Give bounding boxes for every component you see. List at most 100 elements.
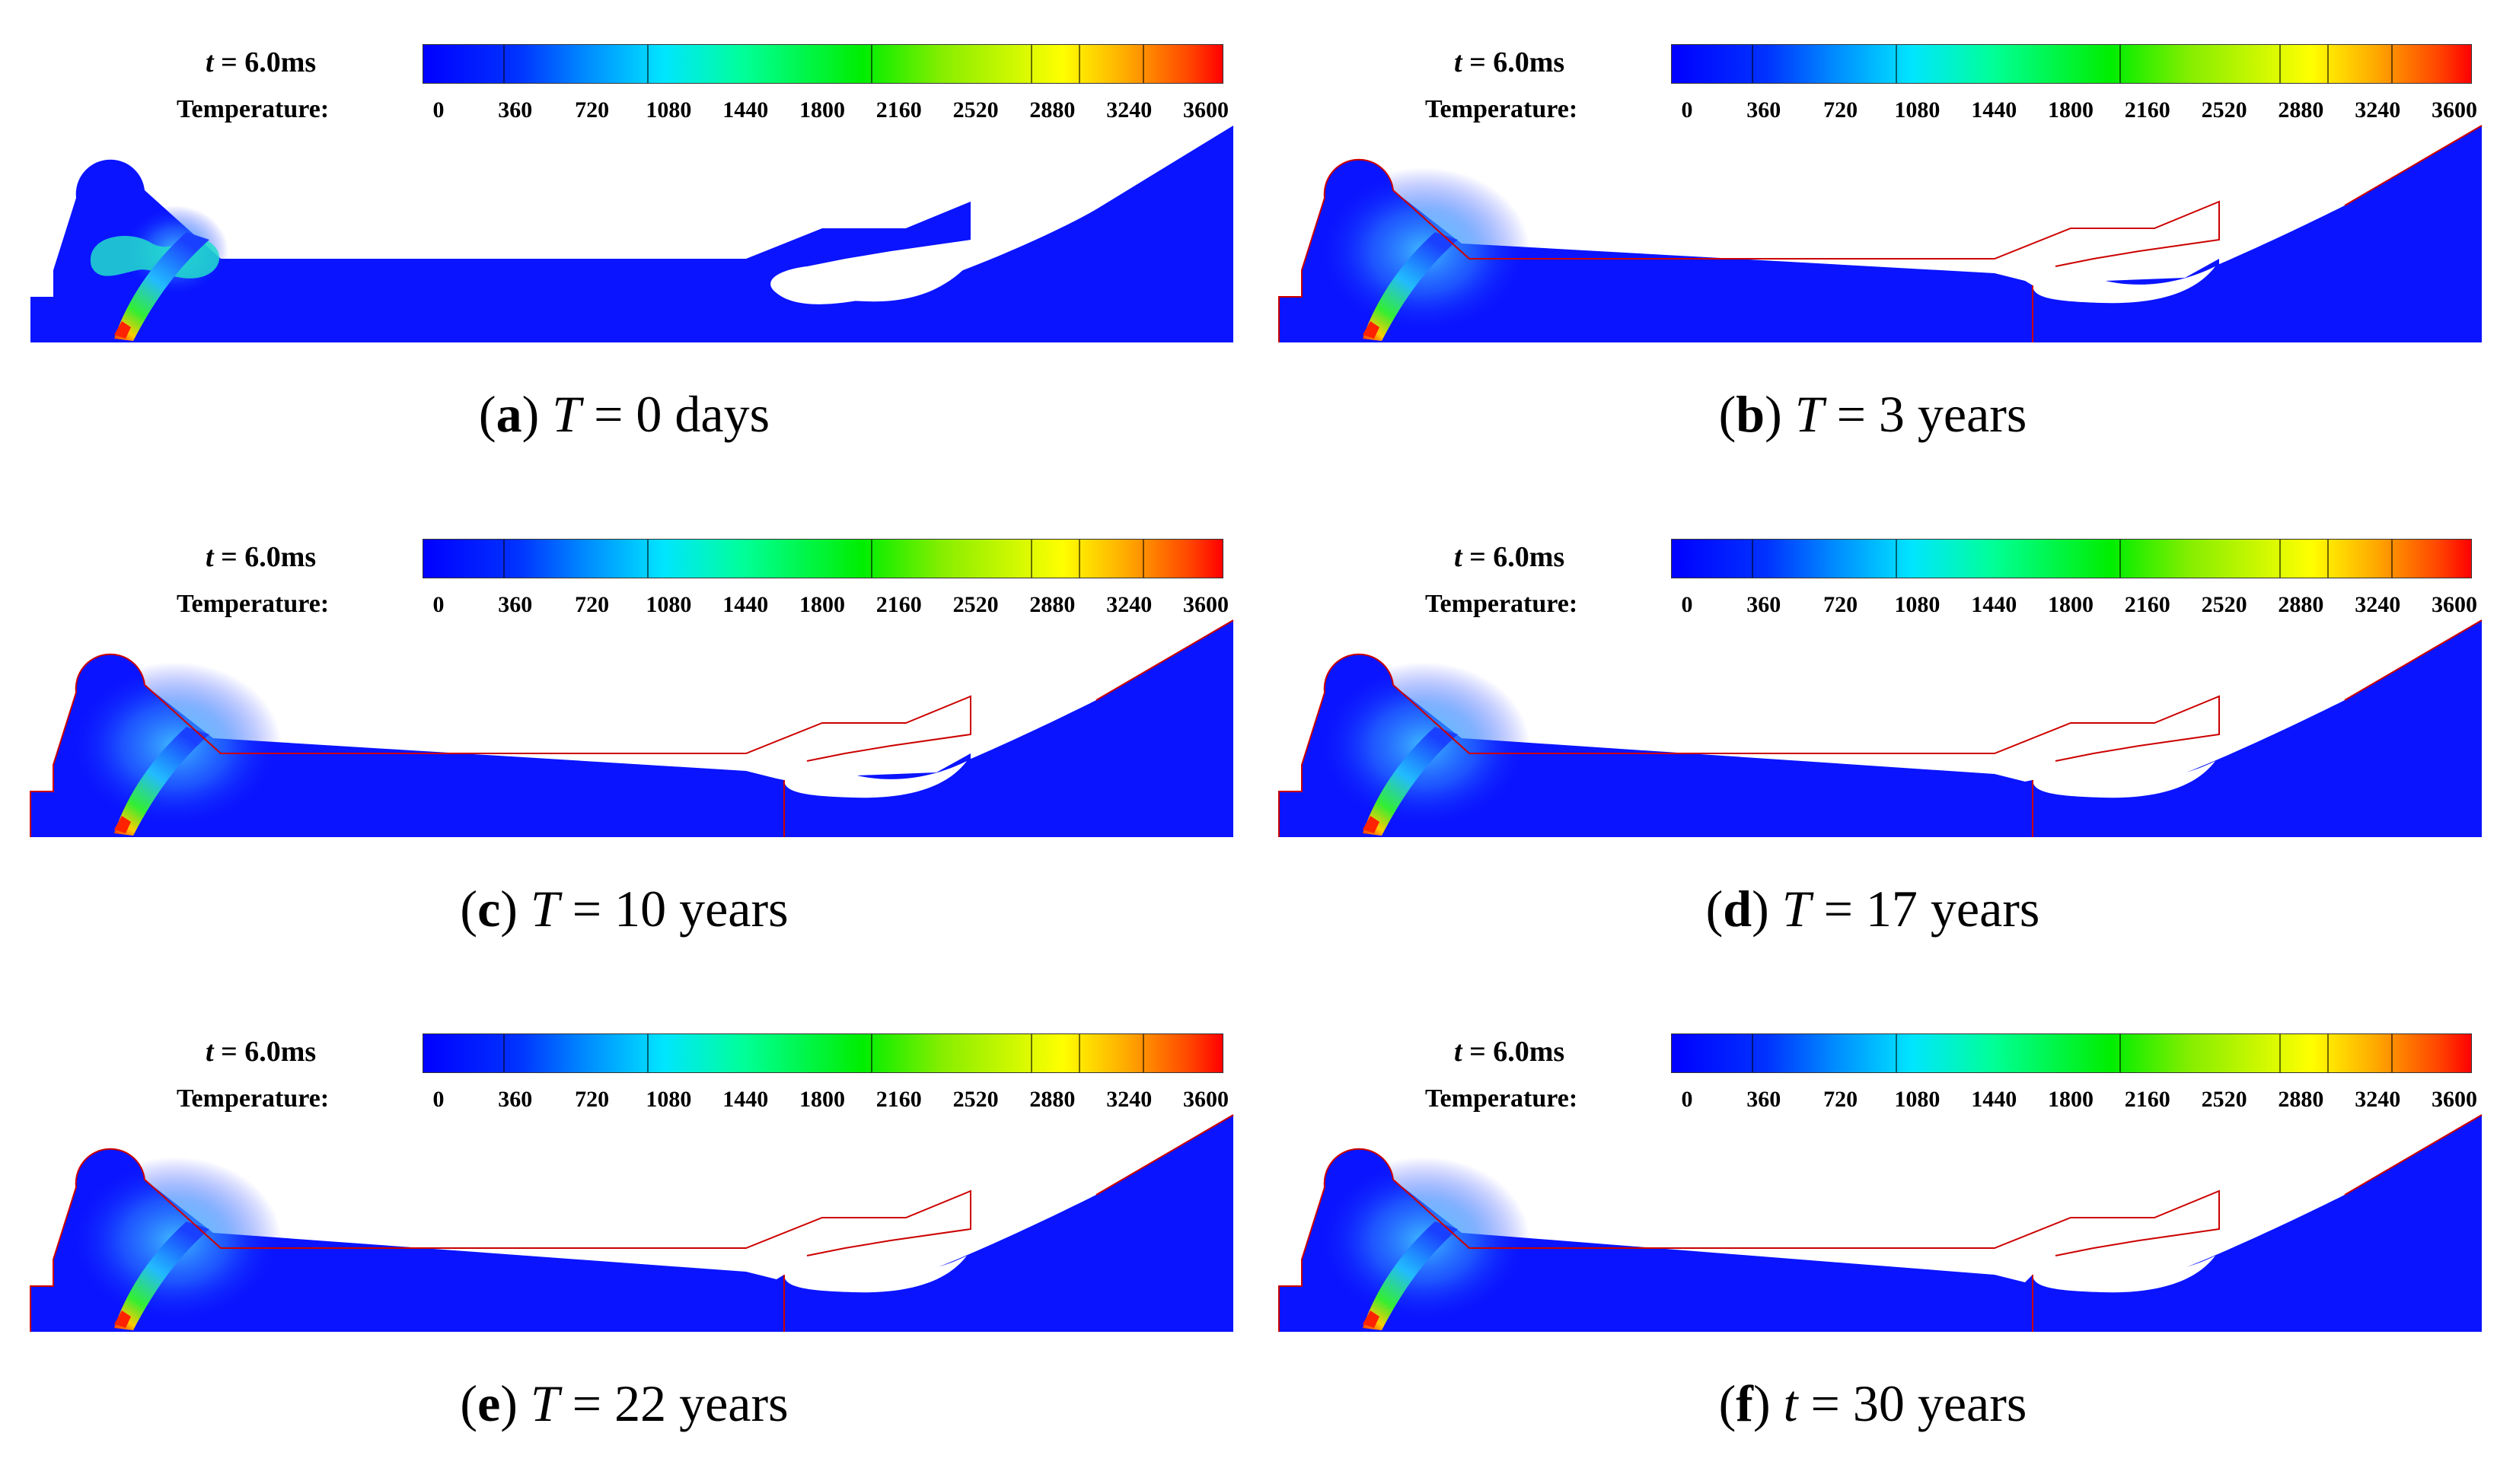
panel-caption: (e) T = 22 years [460, 1374, 789, 1432]
panel-c: t = 6.0ms Temperature: 0 360 720 1080 1440 1800… [0, 495, 1248, 989]
caption-value: = 10 years [559, 880, 789, 938]
ramp-outline [2344, 1114, 2483, 1196]
colorbar-divider [1896, 540, 1897, 578]
colorbar-tick-label: 3600 [1183, 1087, 1229, 1112]
nozzle-hotspot [1363, 816, 1379, 833]
colorbar-divider [2391, 1034, 2393, 1072]
temperature-field-plot [30, 126, 1233, 342]
colorbar-tick-labels: 0 360 720 1080 1440 1800 2160 2520 2880 3240 3600 [423, 1087, 1229, 1117]
temperature-colorbar [1671, 44, 2472, 84]
colorbar-tick-label: 1080 [646, 1087, 692, 1112]
colorbar-tick-label: 720 [575, 592, 610, 617]
colorbar-divider [1752, 45, 1753, 83]
temperature-field-plot [1278, 125, 2483, 342]
colorbar-tick-label: 2160 [2124, 97, 2170, 123]
time-label: t = 6.0ms [1454, 540, 1564, 574]
nozzle-hotspot [114, 321, 131, 339]
time-variable: t [206, 46, 214, 78]
time-value: = 6.0ms [213, 1036, 317, 1068]
panel-caption: (f) t = 30 years [1718, 1374, 2027, 1432]
colorbar-tick-label: 1800 [799, 592, 845, 617]
colorbar-tick-label: 720 [1823, 97, 1858, 123]
hot-jet [1363, 232, 1458, 341]
panel-caption: (c) T = 10 years [460, 880, 789, 938]
time-variable: t [206, 1036, 214, 1068]
colorbar-divider [2119, 540, 2121, 578]
panel-b: t = 6.0ms Temperature: 0 360 720 1080 1440 1800… [1248, 0, 2497, 495]
panel-caption: (d) T = 17 years [1705, 880, 2040, 938]
colorbar-tick-label: 2520 [952, 592, 999, 617]
colorbar-divider [503, 45, 505, 83]
colorbar-tick-label: 2520 [952, 97, 999, 123]
wall-outline [1278, 1186, 1325, 1332]
colorbar-tick-label: 1080 [646, 97, 692, 123]
time-label: t = 6.0ms [206, 1035, 316, 1068]
colorbar-tick-label: 1800 [2048, 592, 2094, 617]
colorbar-tick-label: 2520 [2201, 97, 2247, 123]
time-value: = 6.0ms [1462, 1036, 1565, 1068]
colorbar-divider [503, 1034, 505, 1072]
colorbar-tick-label: 3600 [2432, 592, 2477, 617]
colorbar-divider [871, 45, 872, 83]
cavity [777, 266, 967, 302]
colorbar-tick-label: 720 [1823, 1087, 1858, 1112]
time-label: t = 6.0ms [206, 46, 316, 79]
temperature-label: Temperature: [1425, 1084, 1578, 1113]
temperature-field-plot [30, 1114, 1234, 1332]
temperature-label: Temperature: [177, 1084, 330, 1113]
wall-outline [1278, 197, 1325, 342]
colorbar-tick-label: 2160 [875, 592, 922, 617]
temperature-label: Temperature: [1425, 95, 1578, 123]
hot-jet [114, 727, 209, 836]
colorbar-tick-label: 3600 [2432, 97, 2477, 123]
colorbar-tick-label: 720 [575, 1087, 610, 1112]
wall-outline [1278, 692, 1325, 837]
colorbar-divider [1752, 1034, 1753, 1072]
nozzle-hotspot [1363, 1310, 1379, 1328]
colorbar-divider [1079, 45, 1080, 83]
ramp-outline [1095, 1114, 1234, 1196]
cavity [2033, 761, 2215, 798]
colorbar-tick-label: 2160 [2124, 1087, 2170, 1112]
time-variable: t [1454, 1036, 1462, 1068]
colorbar-tick-label: 360 [498, 1087, 533, 1112]
colorbar-divider [2327, 540, 2329, 578]
panel-letter: e [477, 1374, 501, 1432]
hot-jet [1363, 727, 1458, 836]
original-geometry-outline [1323, 1148, 2220, 1256]
colorbar-tick-label: 1440 [722, 592, 769, 617]
colorbar-tick-label: 3600 [2432, 1087, 2477, 1112]
colorbar-divider [1031, 45, 1032, 83]
colorbar-tick-label: 720 [1823, 592, 1858, 617]
panel-d: t = 6.0ms Temperature: 0 360 720 1080 1440 1800… [1248, 495, 2497, 989]
colorbar-tick-label: 360 [1746, 97, 1781, 123]
colorbar-tick-label: 0 [1681, 592, 1693, 617]
colorbar-tick-label: 3240 [2355, 1087, 2401, 1112]
panel-caption: (a) T = 0 days [478, 385, 770, 443]
temperature-field-plot [30, 619, 1234, 837]
colorbar-divider [871, 1034, 872, 1072]
nozzle-hotspot [114, 1310, 131, 1328]
original-geometry-outline [1323, 158, 2220, 267]
colorbar-divider [1079, 1034, 1080, 1072]
caption-variable: T [530, 880, 560, 938]
ramp-outline [2344, 619, 2483, 701]
colorbar-tick-labels: 0 360 720 1080 1440 1800 2160 2520 2880 3240 3600 [1671, 592, 2478, 623]
colorbar-divider [1896, 1034, 1897, 1072]
colorbar-divider [1896, 45, 1897, 83]
colorbar-tick-label: 3240 [1106, 97, 1153, 123]
colorbar-divider [1752, 540, 1753, 578]
panel-caption: (b) T = 3 years [1718, 385, 2027, 443]
panel-letter: a [496, 385, 522, 443]
colorbar-divider [647, 45, 649, 83]
colorbar-tick-label: 3600 [1183, 592, 1229, 617]
colorbar-tick-label: 2880 [2278, 1087, 2324, 1112]
ramp-outline [1095, 619, 1234, 701]
temperature-colorbar [1671, 1033, 2472, 1073]
colorbar-tick-label: 1080 [1894, 1087, 1941, 1112]
cavity [2033, 1256, 2215, 1293]
colorbar-tick-label: 2160 [2124, 592, 2170, 617]
colorbar-divider [2391, 540, 2393, 578]
temperature-field-plot [1278, 1114, 2483, 1332]
colorbar-divider [1143, 540, 1144, 578]
